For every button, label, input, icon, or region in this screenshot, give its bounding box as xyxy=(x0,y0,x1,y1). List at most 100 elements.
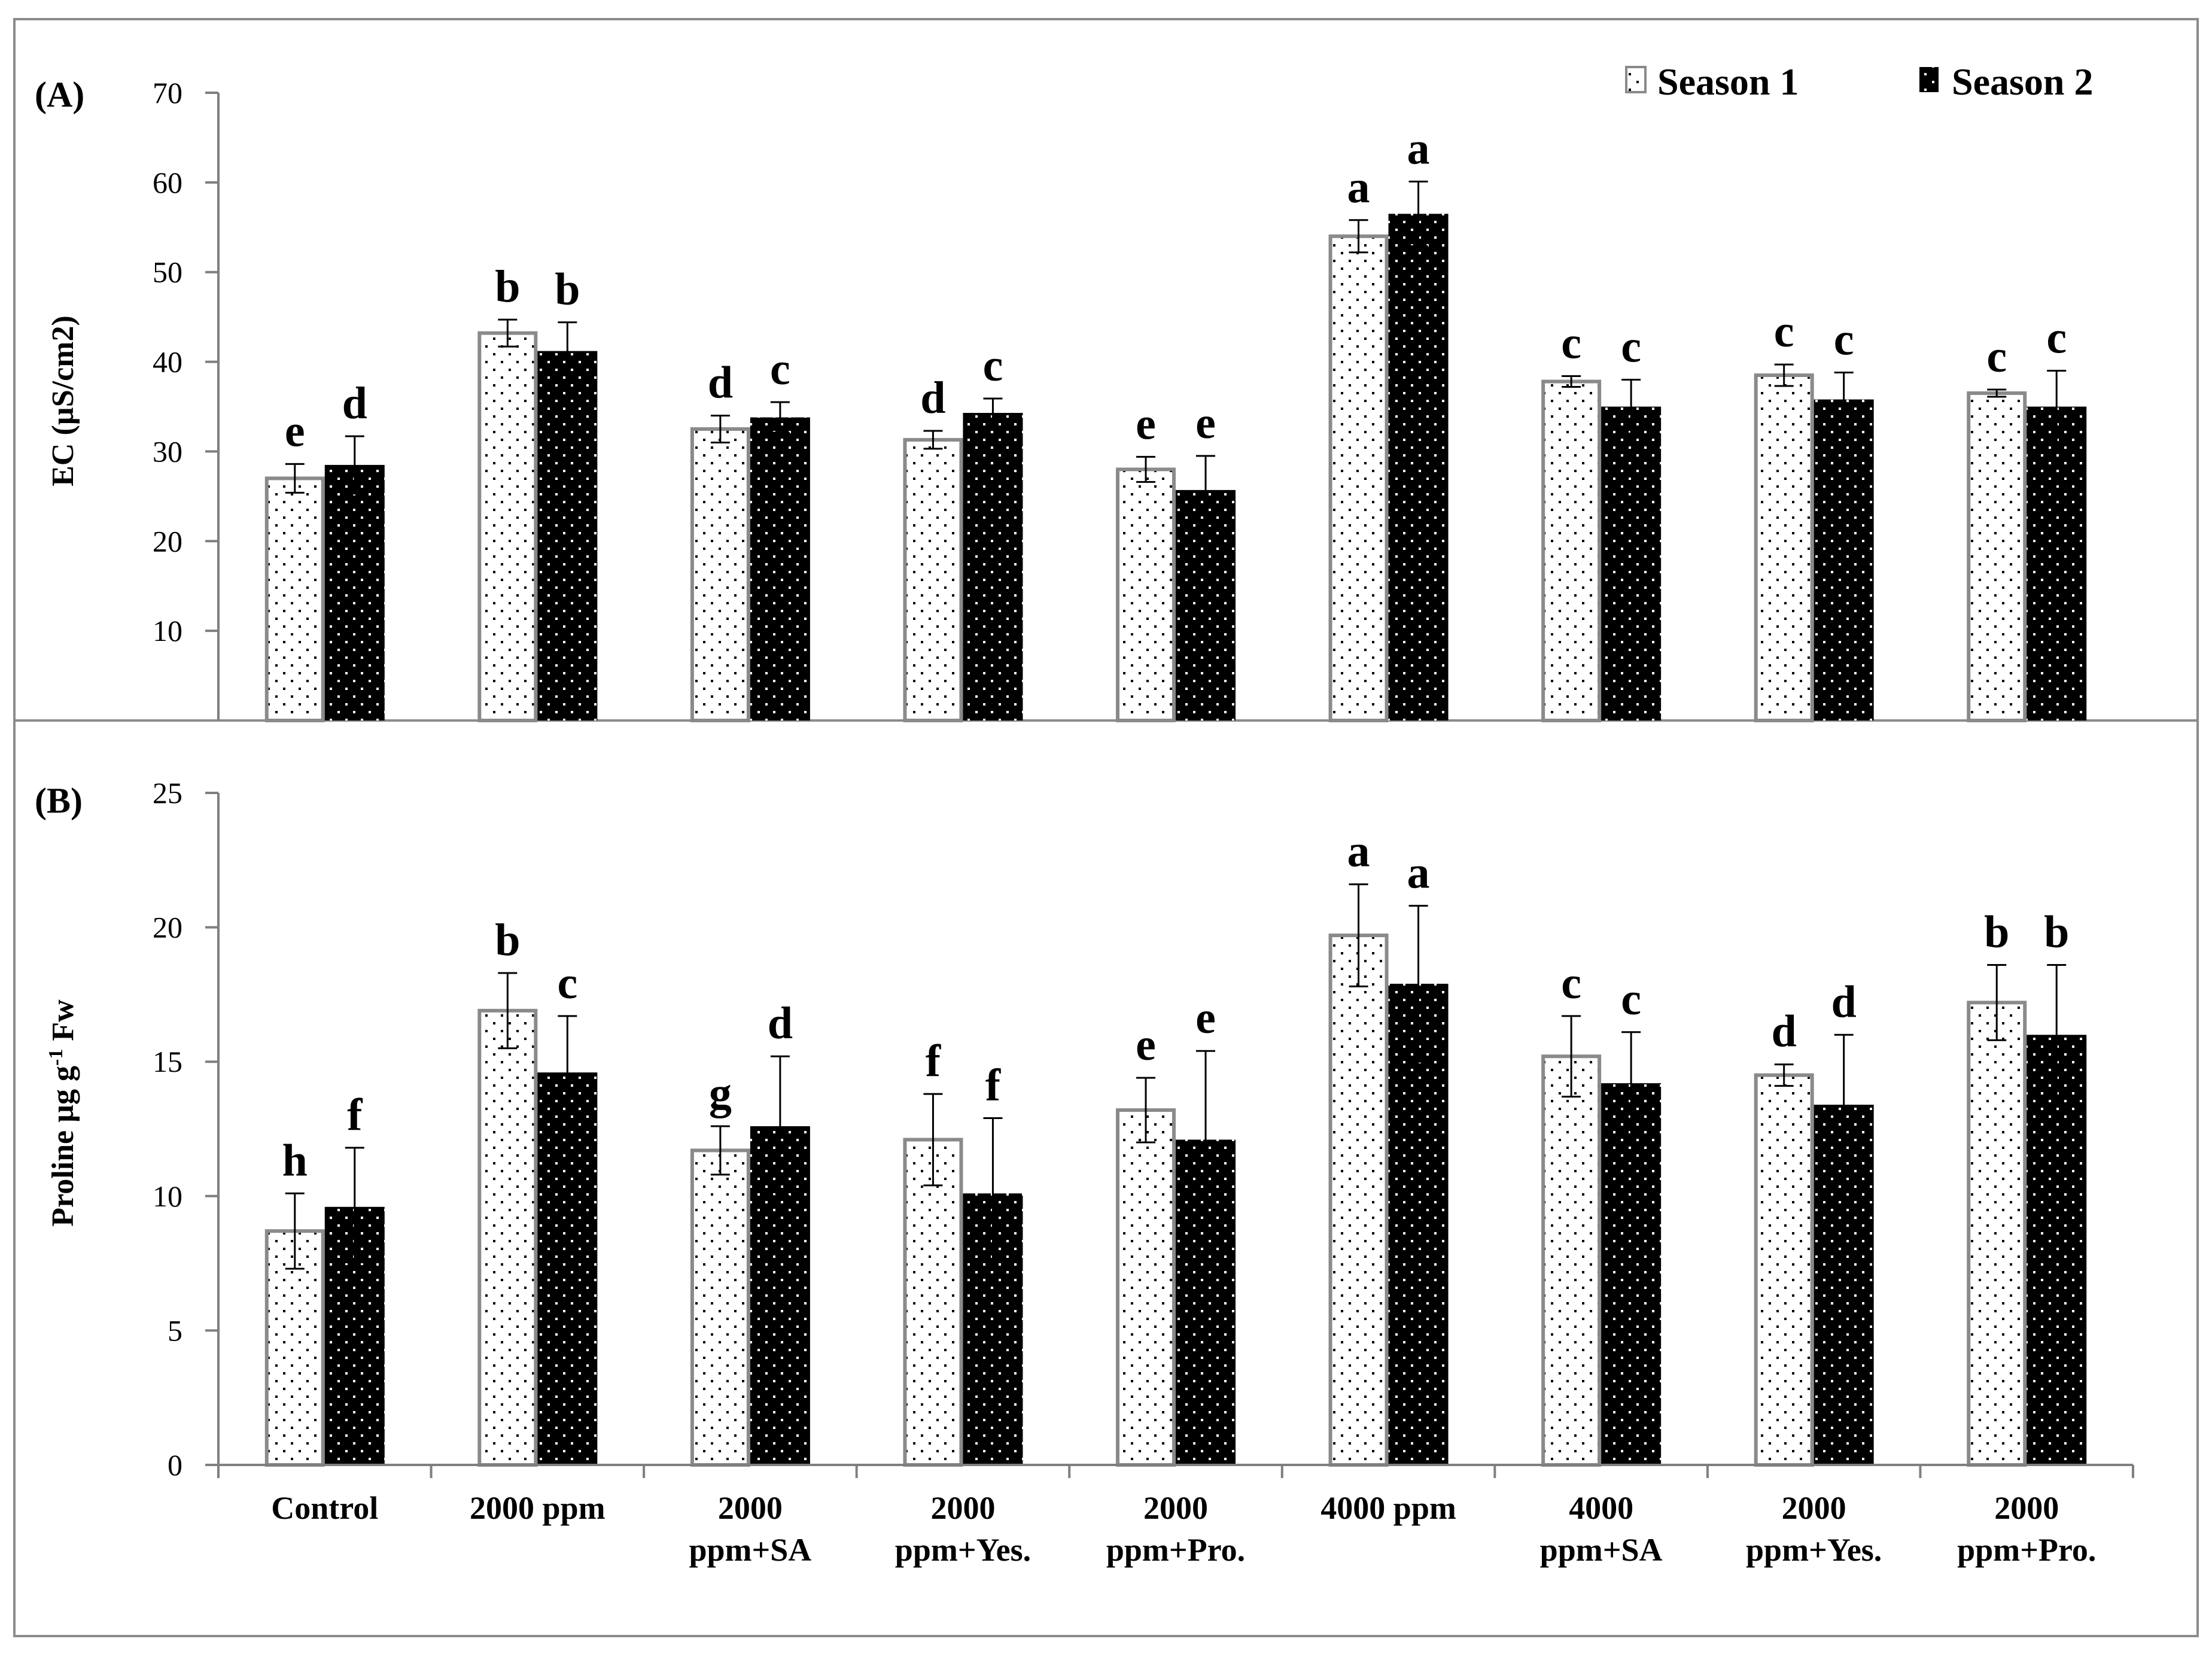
panel-b-y-axis: 0 5 10 15 20 25 xyxy=(153,776,220,1482)
significance-letter: c xyxy=(1621,974,1641,1024)
y-tick-label: 60 xyxy=(153,166,182,199)
x-category-label: ppm+Yes. xyxy=(895,1532,1031,1568)
significance-letter: e xyxy=(1136,399,1156,449)
significance-letter: c xyxy=(1986,332,2007,382)
x-category-label: 2000 ppm xyxy=(470,1490,606,1526)
x-category-label: ppm+SA xyxy=(689,1532,811,1568)
panel-b-frame xyxy=(13,719,2199,1637)
significance-letter: f xyxy=(985,1060,1002,1111)
significance-letter: c xyxy=(770,344,790,394)
bar-season-1 xyxy=(477,331,538,722)
bar-season-2 xyxy=(1176,490,1236,720)
panel-a-label: (A) xyxy=(35,75,84,114)
x-category-label: ppm+Pro. xyxy=(1106,1532,1245,1568)
significance-letter: d xyxy=(1831,977,1857,1027)
significance-letter: b xyxy=(495,915,520,965)
panel-a-error-bars xyxy=(285,180,2067,525)
bar-season-2 xyxy=(1601,406,1662,720)
significance-letter: e xyxy=(1195,993,1216,1043)
significance-letter: c xyxy=(1834,315,1854,365)
significance-letter: c xyxy=(1774,306,1794,357)
bar-season-1 xyxy=(1541,379,1602,722)
significance-letter: b xyxy=(2044,907,2069,957)
significance-letter: e xyxy=(1195,398,1216,448)
significance-letter: b xyxy=(495,262,520,312)
significance-letter: a xyxy=(1347,826,1370,877)
legend-swatch-season-1 xyxy=(1625,66,1647,93)
significance-letter: c xyxy=(2046,313,2067,363)
bar-season-1 xyxy=(1754,1073,1814,1467)
bar-season-2 xyxy=(2027,1035,2087,1465)
x-category-label: Control xyxy=(271,1490,378,1526)
y-tick-label: 20 xyxy=(153,524,182,558)
panel-b-y-axis-title-suffix: Fw xyxy=(46,999,80,1049)
significance-letter: f xyxy=(926,1036,942,1086)
x-category-label: 2000 xyxy=(1994,1490,2059,1526)
x-category-label: ppm+Yes. xyxy=(1746,1532,1882,1568)
bar-season-2 xyxy=(537,351,598,720)
bar-season-1 xyxy=(1116,1108,1176,1467)
bar-season-1 xyxy=(690,1148,750,1467)
significance-letter: d xyxy=(708,357,733,408)
panel-b-bars xyxy=(264,934,2087,1467)
y-tick-label: 40 xyxy=(153,345,182,379)
significance-letter: a xyxy=(1407,123,1430,174)
significance-letter: b xyxy=(1984,907,2009,957)
x-category-label: 2000 xyxy=(1143,1490,1208,1526)
x-category-label: ppm+SA xyxy=(1540,1532,1663,1568)
significance-letter: e xyxy=(285,406,305,456)
legend-label-season-1: Season 1 xyxy=(1657,60,1799,103)
y-tick-label: 20 xyxy=(153,911,182,944)
significance-letter: b xyxy=(555,264,580,315)
significance-letter: c xyxy=(557,958,577,1008)
bar-season-1 xyxy=(903,1138,963,1467)
significance-letter: h xyxy=(282,1135,308,1185)
panel-b-y-axis-title-sup: -1 xyxy=(45,1049,67,1066)
y-tick-label: 50 xyxy=(153,256,182,289)
significance-letter: a xyxy=(1407,848,1430,898)
legend: Season 1 Season 2 xyxy=(1625,60,2094,103)
panel-b-x-axis: Control 2000 ppm 2000 ppm+SA 2000 ppm+Yes. 200… xyxy=(217,1464,2134,1568)
y-tick-label: 25 xyxy=(153,776,182,810)
y-tick-label: 10 xyxy=(153,1179,182,1213)
significance-letter: d xyxy=(768,998,793,1048)
x-category-label: 2000 xyxy=(718,1490,783,1526)
panel-a-bars xyxy=(264,214,2087,723)
bar-season-2 xyxy=(1388,983,1449,1465)
x-category-label: 4000 xyxy=(1569,1490,1633,1526)
significance-letter: c xyxy=(1621,322,1641,372)
bar-season-1 xyxy=(264,476,325,723)
significance-letter: e xyxy=(1136,1020,1156,1070)
panel-a-y-axis-title: EC (µS/cm2) xyxy=(46,315,80,487)
significance-letter: d xyxy=(342,378,367,428)
bar-season-2 xyxy=(537,1072,598,1465)
bar-season-1 xyxy=(1116,467,1176,723)
bar-season-1 xyxy=(690,427,750,722)
y-tick-label: 70 xyxy=(153,76,182,110)
bar-season-1 xyxy=(1754,373,1814,722)
significance-letter: c xyxy=(1561,318,1581,369)
legend-swatch-season-2 xyxy=(1919,67,1939,92)
y-tick-label: 15 xyxy=(153,1045,182,1078)
legend-label-season-2: Season 2 xyxy=(1952,60,2094,103)
panel-b-y-axis-title: Proline µg g-1 Fw xyxy=(45,999,81,1227)
panel-a-y-axis: 10 20 30 40 50 60 70 xyxy=(153,76,220,720)
bar-season-2 xyxy=(2027,406,2087,720)
panel-b-label: (B) xyxy=(35,781,83,820)
significance-letter: d xyxy=(1772,1007,1797,1057)
bar-season-2 xyxy=(963,412,1023,720)
significance-letter: f xyxy=(347,1090,363,1140)
significance-letter: c xyxy=(983,340,1003,391)
significance-letter: d xyxy=(920,373,945,423)
x-category-label: 2000 xyxy=(1782,1490,1846,1526)
y-tick-label: 0 xyxy=(168,1448,182,1482)
bar-season-2 xyxy=(1814,399,1874,720)
significance-letter: g xyxy=(709,1068,732,1118)
y-tick-label: 30 xyxy=(153,434,182,468)
bar-season-2 xyxy=(750,417,810,720)
bar-season-1 xyxy=(477,1008,538,1467)
